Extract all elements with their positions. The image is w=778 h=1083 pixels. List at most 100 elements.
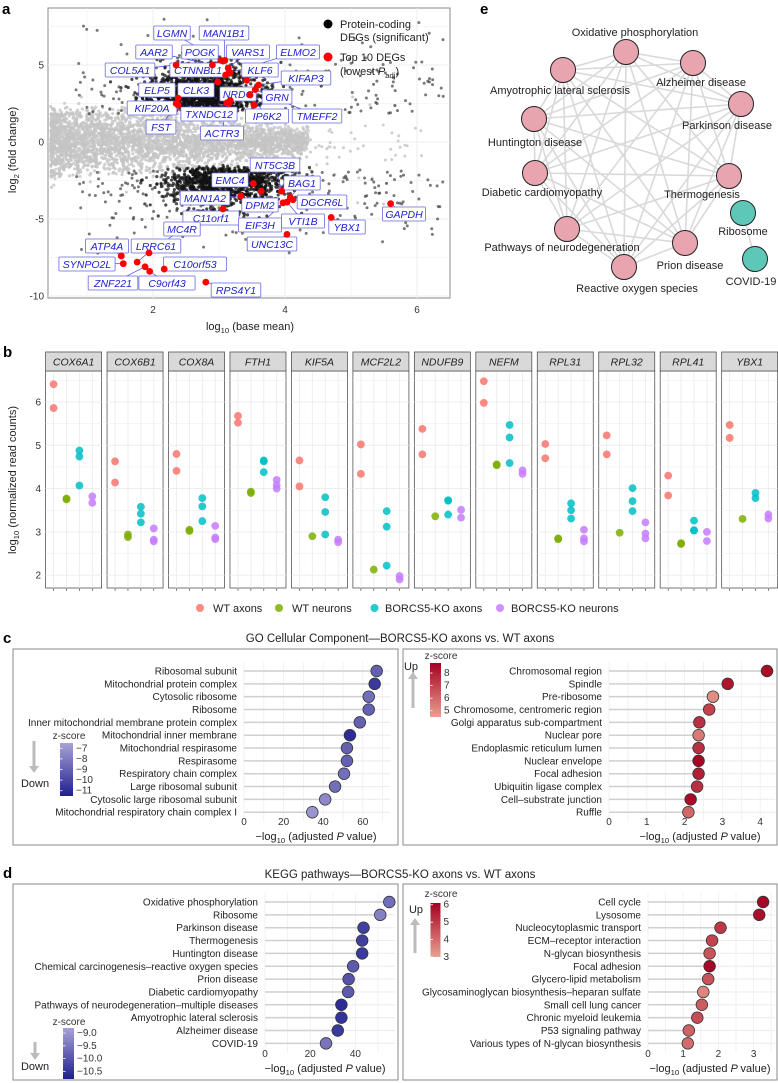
- nonsig-gene-point: [405, 144, 409, 148]
- panel-label-d: d: [3, 865, 12, 882]
- nonsig-gene-point: [109, 124, 113, 128]
- nonsig-gene-point: [99, 146, 103, 150]
- nonsig-gene-point: [54, 162, 58, 166]
- nonsig-gene-point: [213, 140, 217, 144]
- nonsig-gene-point: [244, 146, 248, 150]
- nonsig-gene-point: [144, 158, 148, 162]
- nonsig-gene-point: [97, 122, 101, 126]
- nonsig-gene-point: [50, 130, 54, 134]
- nonsig-gene-point: [309, 150, 313, 154]
- nonsig-gene-point: [198, 155, 202, 159]
- nonsig-gene-point: [220, 154, 224, 159]
- sig-gene-point: [241, 107, 245, 111]
- nonsig-gene-point: [67, 174, 72, 178]
- nonsig-gene-point: [55, 172, 59, 176]
- nonsig-gene-point: [68, 164, 72, 168]
- nonsig-gene-point: [94, 105, 98, 109]
- nonsig-gene-point: [53, 126, 58, 131]
- nonsig-gene-point: [167, 116, 171, 120]
- nonsig-gene-point: [88, 128, 92, 132]
- nonsig-gene-point: [99, 138, 103, 142]
- nonsig-gene-point: [53, 176, 57, 181]
- nonsig-gene-point: [259, 149, 263, 153]
- sig-gene-point: [249, 82, 253, 86]
- sig-gene-point: [170, 79, 174, 83]
- nonsig-gene-point: [105, 117, 109, 121]
- nonsig-gene-point: [86, 124, 90, 128]
- nonsig-gene-point: [186, 140, 190, 145]
- nonsig-gene-point: [113, 118, 117, 123]
- panel-label-b: b: [3, 344, 12, 361]
- nonsig-gene-point: [107, 154, 111, 158]
- nonsig-gene-point: [390, 158, 394, 162]
- nonsig-gene-point: [105, 157, 109, 161]
- nonsig-gene-point: [283, 126, 287, 131]
- nonsig-gene-point: [330, 131, 334, 135]
- nonsig-gene-point: [208, 146, 212, 150]
- nonsig-gene-point: [90, 165, 94, 169]
- nonsig-gene-point: [169, 143, 173, 147]
- nonsig-gene-point: [70, 154, 74, 158]
- nonsig-gene-point: [247, 145, 251, 149]
- nonsig-gene-point: [64, 149, 69, 153]
- nonsig-gene-point: [271, 127, 275, 131]
- nonsig-gene-point: [103, 154, 107, 158]
- nonsig-gene-point: [368, 103, 372, 107]
- nonsig-gene-point: [120, 105, 124, 109]
- sig-gene-point: [149, 97, 153, 101]
- nonsig-gene-point: [185, 123, 189, 127]
- nonsig-gene-point: [68, 108, 73, 112]
- nonsig-gene-point: [189, 140, 193, 145]
- nonsig-gene-point: [135, 159, 139, 164]
- nonsig-gene-point: [218, 121, 222, 125]
- nonsig-gene-point: [180, 163, 184, 168]
- nonsig-gene-point: [192, 141, 197, 145]
- nonsig-gene-point: [264, 154, 269, 158]
- nonsig-gene-point: [50, 134, 54, 138]
- nonsig-gene-point: [49, 120, 53, 124]
- nonsig-gene-point: [57, 133, 61, 137]
- nonsig-gene-point: [107, 162, 111, 166]
- sig-gene-point: [194, 78, 199, 82]
- nonsig-gene-point: [98, 161, 102, 165]
- nonsig-gene-point: [241, 147, 245, 151]
- nonsig-gene-point: [257, 127, 261, 131]
- nonsig-gene-point: [277, 139, 281, 143]
- nonsig-gene-point: [247, 141, 251, 145]
- nonsig-gene-point: [75, 150, 79, 154]
- nonsig-gene-point: [113, 116, 118, 120]
- nonsig-gene-point: [201, 146, 205, 151]
- nonsig-gene-point: [382, 202, 386, 206]
- nonsig-gene-point: [134, 115, 138, 119]
- nonsig-gene-point: [88, 180, 92, 184]
- nonsig-gene-point: [49, 164, 53, 168]
- nonsig-gene-point: [96, 137, 100, 141]
- sig-gene-point: [158, 59, 163, 63]
- nonsig-gene-point: [280, 152, 284, 156]
- nonsig-gene-point: [257, 132, 261, 136]
- nonsig-gene-point: [165, 142, 169, 146]
- nonsig-gene-point: [320, 145, 324, 149]
- nonsig-gene-point: [69, 130, 74, 134]
- nonsig-gene-point: [175, 149, 180, 153]
- nonsig-gene-point: [58, 161, 62, 166]
- nonsig-gene-point: [119, 143, 123, 147]
- nonsig-gene-point: [351, 95, 355, 99]
- nonsig-gene-point: [124, 190, 128, 194]
- nonsig-gene-point: [245, 138, 250, 142]
- nonsig-gene-point: [51, 155, 55, 159]
- nonsig-gene-point: [195, 160, 199, 164]
- nonsig-gene-point: [267, 137, 271, 141]
- nonsig-gene-point: [184, 153, 188, 157]
- nonsig-gene-point: [275, 149, 280, 153]
- nonsig-gene-point: [49, 175, 53, 179]
- nonsig-gene-point: [91, 158, 96, 163]
- nonsig-gene-point: [85, 159, 89, 163]
- nonsig-gene-point: [403, 154, 407, 158]
- nonsig-gene-point: [158, 142, 162, 146]
- nonsig-gene-point: [73, 163, 77, 167]
- nonsig-gene-point: [49, 112, 53, 116]
- nonsig-gene-point: [276, 126, 280, 130]
- nonsig-gene-point: [127, 163, 131, 167]
- nonsig-gene-point: [78, 129, 82, 134]
